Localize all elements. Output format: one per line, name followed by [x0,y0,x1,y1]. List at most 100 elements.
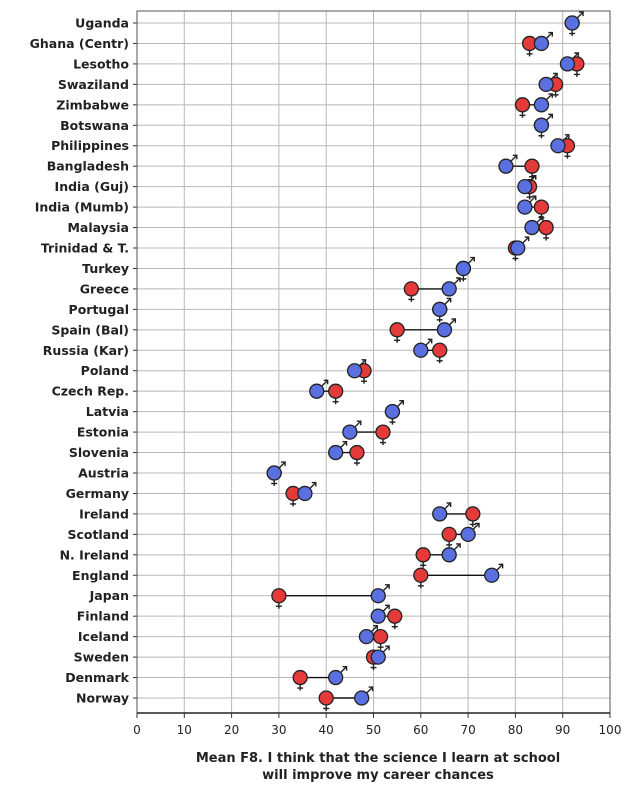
boys-point [432,301,448,318]
male-symbol-head [524,236,530,242]
girls-point [349,444,365,461]
girls-point [415,547,431,563]
male-symbol-shaft [545,32,553,40]
category-label: Bangladesh [47,159,129,174]
girls-point [271,588,287,604]
girls-point [432,342,448,358]
male-symbol-shaft [467,257,475,265]
x-tick-label: 90 [555,723,570,737]
girls-point [533,199,550,215]
category-label: Norway [76,691,129,706]
category-label: Spain (Bal) [51,322,129,337]
male-symbol-shaft [321,379,329,387]
male-symbol-head [399,400,405,405]
boys-point [370,608,386,624]
male-symbol-head [531,175,537,180]
category-label: Estonia [77,425,129,440]
male-symbol-head [574,52,580,58]
boys-point [432,506,448,522]
male-symbol-shaft [340,441,348,449]
male-symbol-head [427,338,433,344]
male-symbol-shaft [382,584,390,592]
x-axis-label-line1: Mean F8. I think that the science I lear… [196,751,560,766]
category-label: Ghana (Centr) [30,36,129,51]
boys-point [564,15,580,31]
girls-point [514,97,531,113]
male-symbol-head [548,31,554,37]
boys-point [533,97,550,113]
male-symbol-head [548,93,554,98]
male-symbol-head [531,195,537,201]
category-label: Russia (Kar) [43,343,129,358]
male-symbol-head [342,665,348,671]
boys-point [517,178,533,195]
girls-point [372,628,389,645]
boys-point [266,465,282,481]
boys-point [559,56,576,72]
male-symbol-shaft [366,686,374,694]
male-symbol-shaft [576,11,584,19]
male-symbol-shaft [425,338,433,346]
male-symbol-shaft [571,52,579,60]
boys-point [354,690,370,706]
male-symbol-head [368,686,374,692]
male-symbol-shaft [444,297,452,305]
male-symbol-head [538,215,544,221]
male-symbol-head [385,584,390,589]
male-symbol-head [373,625,379,630]
category-label: Trinidad & T. [41,241,129,256]
category-label: Czech Rep. [52,384,129,399]
girls-point [375,424,391,440]
girls-point [328,383,344,399]
category-label: Greece [80,281,129,296]
male-symbol-shaft [309,482,317,490]
category-labels: Uganda Ghana (Centr) Lesotho Swaziland Zimba… [30,16,130,706]
category-label: England [72,568,129,583]
x-tick-label: 40 [319,723,334,737]
boys-point [297,485,313,502]
category-label: Poland [81,363,129,378]
male-symbol-shaft [278,461,286,469]
boys-point [550,138,566,154]
boys-point [436,322,453,338]
boys-point [455,260,472,277]
boys-point [358,628,375,645]
category-label: Uganda [75,16,129,31]
boys-point [384,403,401,420]
boys-point [413,342,429,358]
boys-point [460,526,476,543]
male-symbol-shaft [522,236,530,244]
girls-point [413,567,429,583]
category-label: Malaysia [67,220,129,235]
male-symbol-shaft [354,420,362,428]
x-tick-label: 60 [413,723,428,737]
male-symbol-shaft [545,113,553,121]
male-symbol-shaft [472,522,480,530]
category-label: Philippines [51,138,129,153]
male-symbol-shaft [444,502,452,510]
male-symbol-head [323,379,329,385]
male-symbol-shaft [382,604,390,612]
male-symbol-head [356,420,362,426]
male-symbol-shaft [545,93,553,101]
boys-point [441,281,457,297]
plot-frame [133,10,611,714]
girls-point [292,669,308,686]
male-symbol-head [385,604,390,610]
data-markers [266,11,585,711]
male-symbol-head [456,543,461,548]
boys-point [328,444,344,461]
boys-point [538,76,554,93]
male-symbol-shaft [529,175,537,183]
male-symbol-head [564,134,570,139]
male-symbol-shaft [453,543,461,551]
male-symbol-head [470,256,475,262]
boys-point [370,649,386,665]
category-label: Portugal [69,302,129,317]
girls-point [441,526,457,543]
boys-point [533,35,550,52]
x-axis-label-line2: will improve my career chances [262,768,494,783]
girls-point [538,219,554,236]
male-symbol-shaft [529,195,537,203]
